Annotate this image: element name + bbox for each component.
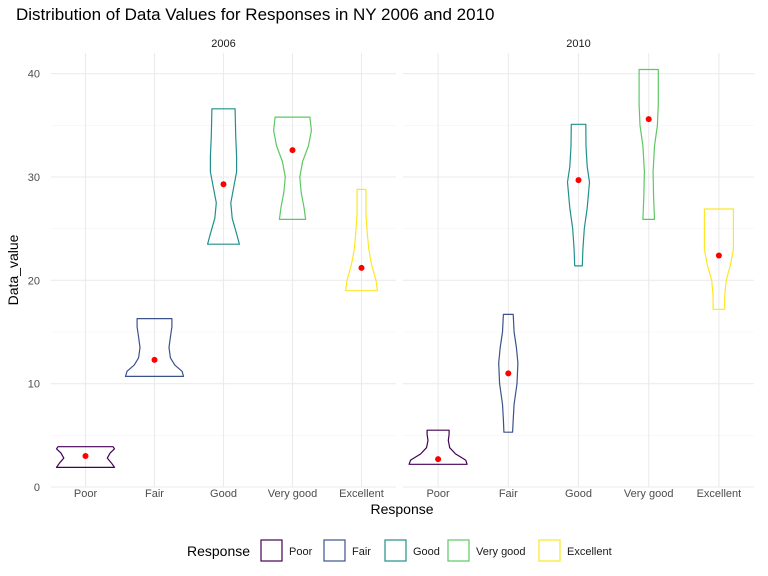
legend-key xyxy=(260,539,283,562)
legend-label: Good xyxy=(413,546,440,558)
y-axis-ticks: 0 10 20 30 40 xyxy=(28,69,40,494)
legend-label: Fair xyxy=(352,546,371,558)
violin-2010-very-good xyxy=(638,68,659,220)
violin-2006-good xyxy=(207,108,240,245)
legend-item-good: Good xyxy=(384,539,440,562)
violin-2006-very-good xyxy=(273,116,312,220)
x-tick-label: Excellent xyxy=(697,488,742,500)
x-tick-label: Very good xyxy=(268,488,318,500)
mean-point-2006-poor xyxy=(82,453,89,459)
violin-2010-excellent xyxy=(703,208,734,310)
x-tick-label: Poor xyxy=(74,488,98,500)
facet-label: 2006 xyxy=(211,38,235,50)
y-tick-label: 20 xyxy=(28,275,40,287)
x-axis-title: Response xyxy=(370,501,433,517)
legend-item-poor: Poor xyxy=(260,539,313,562)
x-tick-label: Very good xyxy=(624,488,674,500)
y-tick-label: 0 xyxy=(34,482,40,494)
facet-panel-2006: 2006 Poor Fair Good Very good Excellent xyxy=(51,38,396,500)
legend-item-very-good: Very good xyxy=(447,539,526,562)
violin-2006-poor xyxy=(55,446,116,468)
legend-key xyxy=(323,539,346,562)
facet-panel-2010: 2010 Poor Fair Good Very good Excellent xyxy=(403,38,754,500)
mean-point-2010-good xyxy=(575,177,582,184)
mean-point-2006-very-good xyxy=(289,147,296,154)
violin-2006-excellent xyxy=(345,188,378,292)
legend-key xyxy=(538,539,561,562)
y-axis-title: Data_value xyxy=(5,234,21,305)
x-tick-label: Fair xyxy=(145,488,164,500)
legend-items: Poor Fair Good Very good Excellent xyxy=(260,539,612,562)
legend-item-excellent: Excellent xyxy=(538,539,612,562)
x-tick-label: Poor xyxy=(426,488,450,500)
x-tick-label: Fair xyxy=(499,488,518,500)
y-tick-label: 40 xyxy=(28,69,40,81)
legend-key xyxy=(384,539,407,562)
chart-title: Distribution of Data Values for Response… xyxy=(16,5,495,24)
mean-point-2010-excellent xyxy=(715,252,722,259)
legend-label: Excellent xyxy=(567,546,612,558)
mean-point-2006-fair xyxy=(151,356,158,363)
x-tick-label: Good xyxy=(210,488,237,500)
legend: Response Poor Fair Good Very good Excellent xyxy=(187,539,612,562)
violin-2010-good xyxy=(566,123,591,267)
violin-2010-poor xyxy=(408,429,468,465)
legend-key xyxy=(447,539,470,562)
mean-point-2006-good xyxy=(220,181,227,188)
mean-point-2010-fair xyxy=(505,370,512,377)
legend-item-fair: Fair xyxy=(323,539,371,562)
facets: 2006 Poor Fair Good Very good Excellent 2010 Po… xyxy=(51,38,754,500)
legend-label: Very good xyxy=(476,546,526,558)
x-tick-label: Good xyxy=(565,488,592,500)
legend-label: Poor xyxy=(289,546,313,558)
y-tick-label: 30 xyxy=(28,172,40,184)
mean-point-2006-excellent xyxy=(358,264,365,271)
facet-label: 2010 xyxy=(566,38,590,50)
legend-title: Response xyxy=(187,543,250,559)
mean-point-2010-very-good xyxy=(645,116,652,123)
y-tick-label: 10 xyxy=(28,379,40,391)
violin-2006-fair xyxy=(124,318,185,377)
mean-point-2010-poor xyxy=(435,456,442,463)
violin-2010-fair xyxy=(498,313,519,433)
x-tick-label: Excellent xyxy=(339,488,384,500)
